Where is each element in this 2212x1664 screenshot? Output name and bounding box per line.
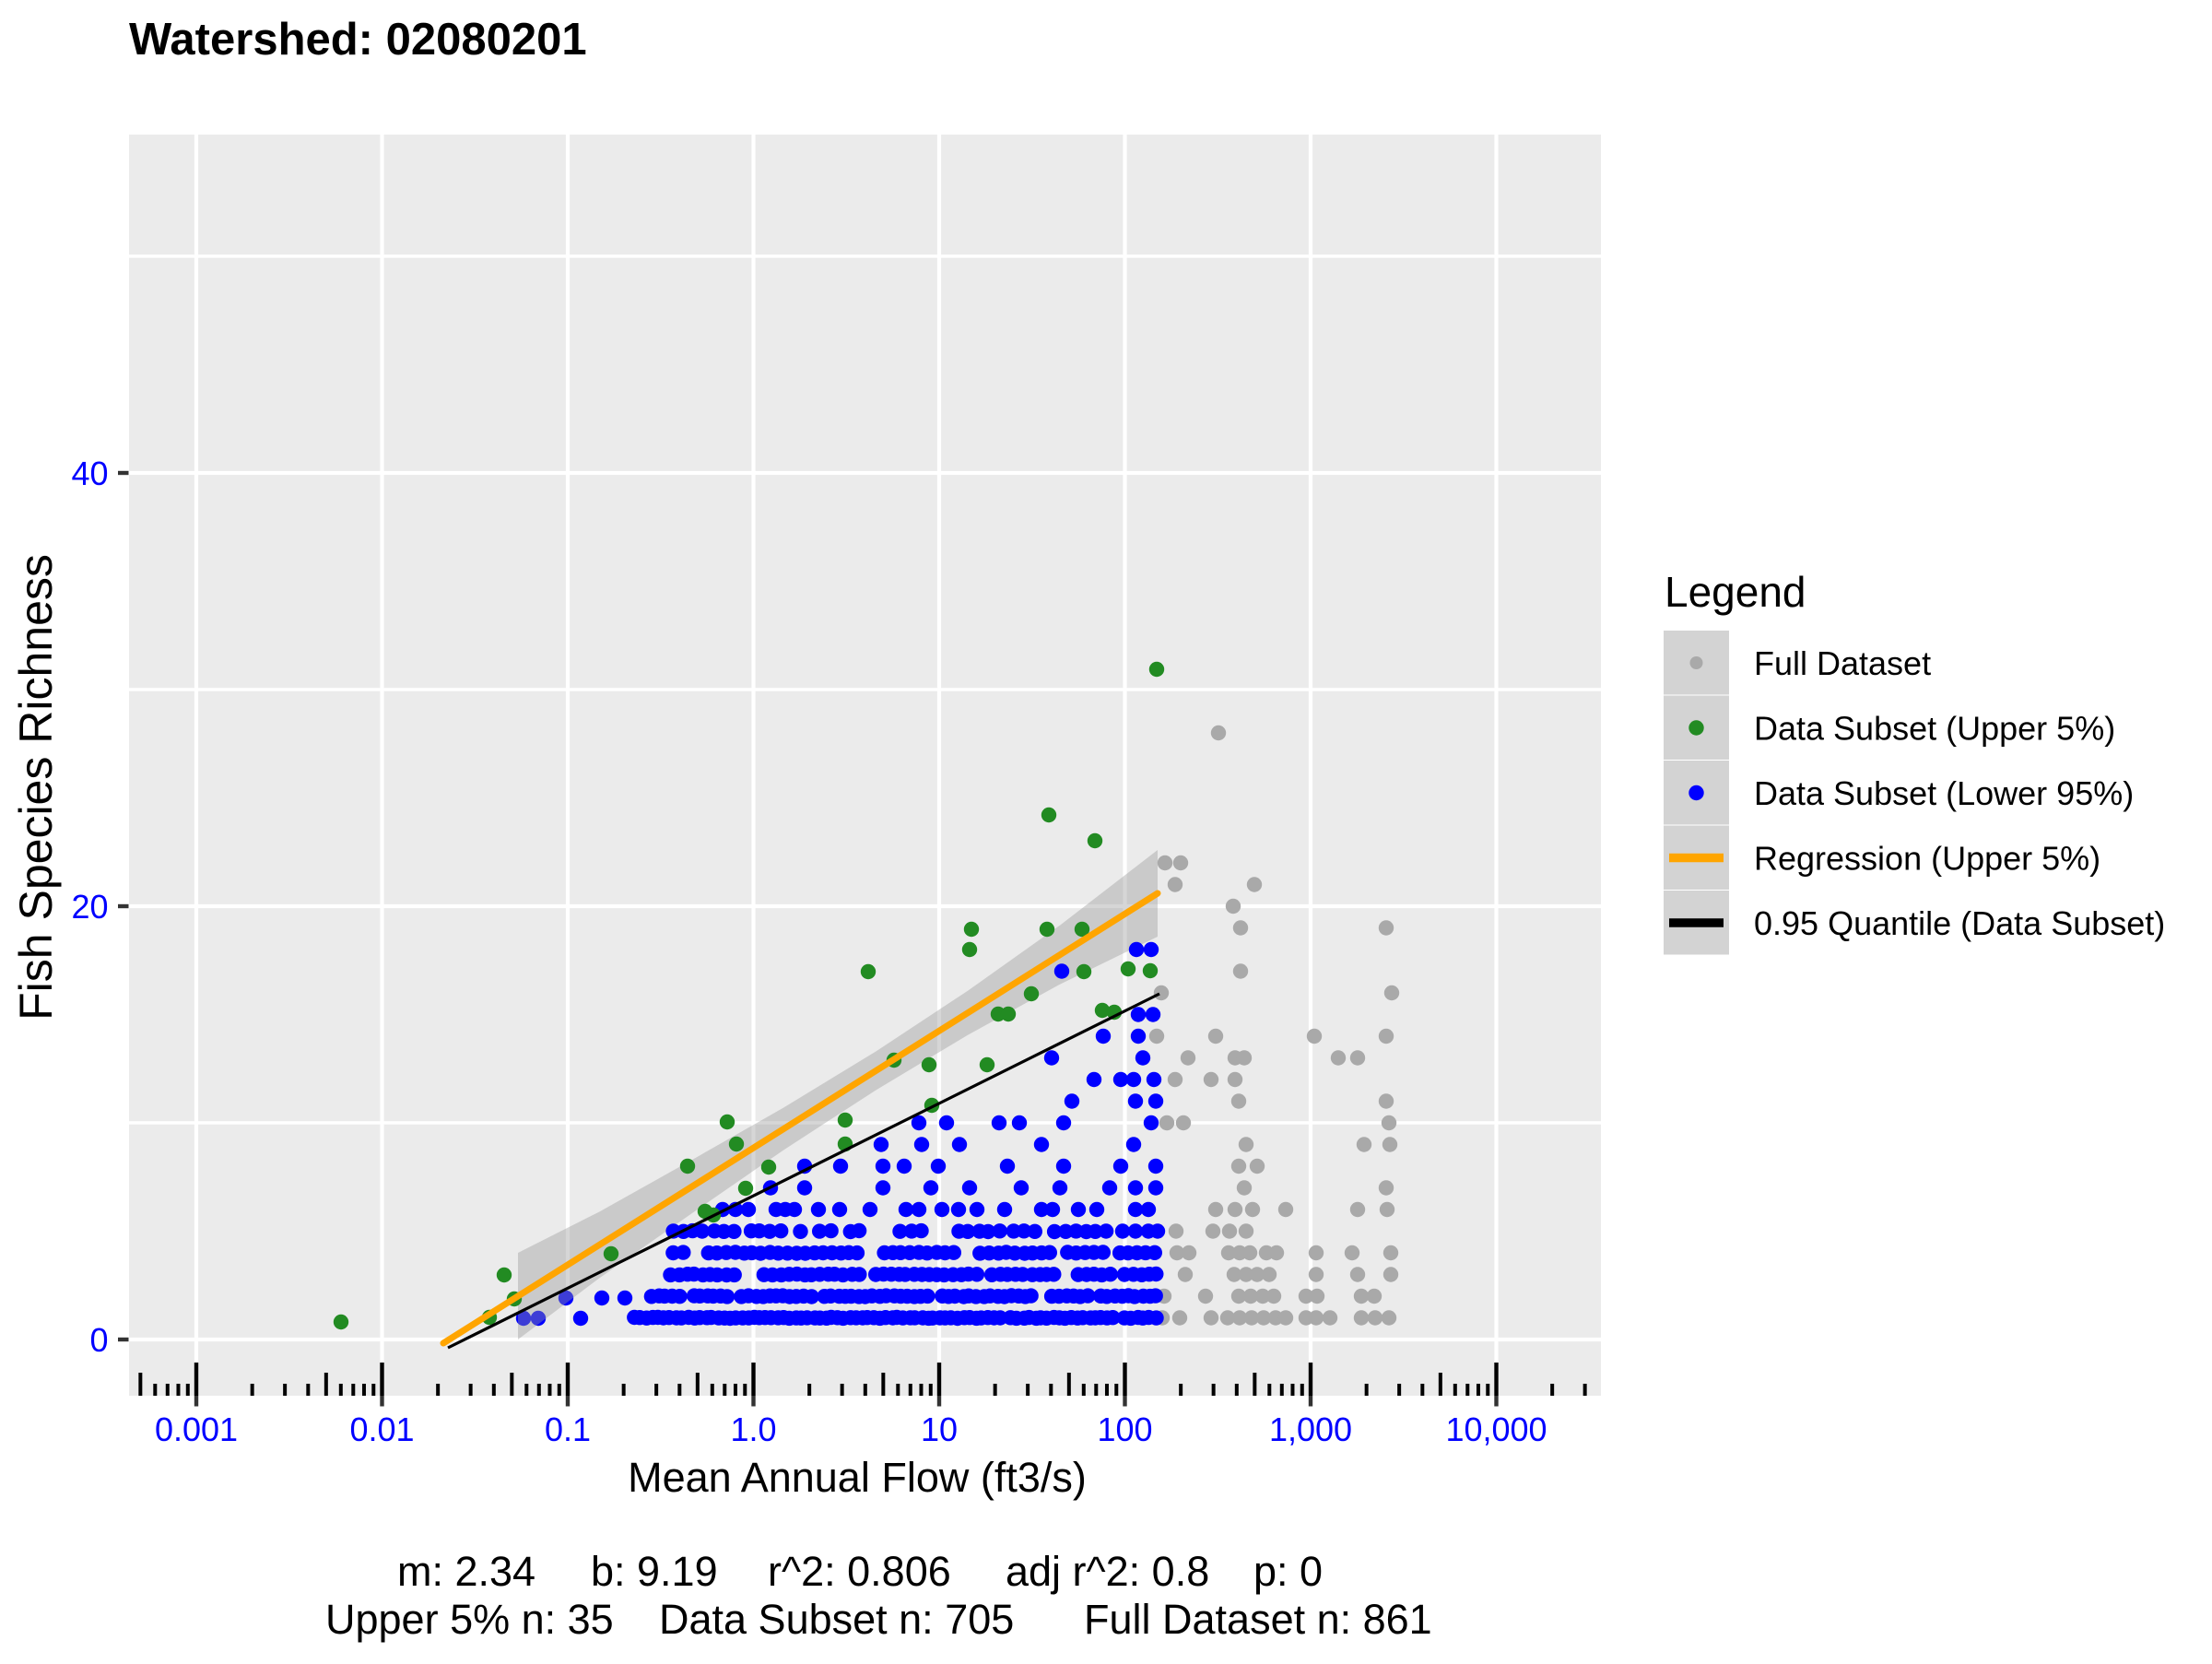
svg-text:0.1: 0.1 bbox=[545, 1410, 591, 1448]
svg-text:0.95 Quantile (Data Subset): 0.95 Quantile (Data Subset) bbox=[1754, 904, 2165, 942]
svg-text:Regression (Upper 5%): Regression (Upper 5%) bbox=[1754, 840, 2100, 878]
svg-text:b: 9.19: b: 9.19 bbox=[591, 1548, 718, 1595]
svg-text:Full Dataset n: 861: Full Dataset n: 861 bbox=[1084, 1596, 1432, 1643]
svg-text:10,000: 10,000 bbox=[1445, 1410, 1547, 1448]
svg-text:Upper 5% n: 35: Upper 5% n: 35 bbox=[325, 1596, 614, 1643]
svg-text:Mean Annual Flow (ft3/s): Mean Annual Flow (ft3/s) bbox=[628, 1454, 1087, 1501]
svg-text:1.0: 1.0 bbox=[730, 1410, 776, 1448]
svg-text:10: 10 bbox=[921, 1410, 958, 1448]
svg-text:Fish Species Richness: Fish Species Richness bbox=[10, 554, 62, 1021]
svg-text:Legend: Legend bbox=[1665, 568, 1806, 616]
svg-text:Data Subset (Lower 95%): Data Subset (Lower 95%) bbox=[1754, 774, 2134, 812]
svg-text:Data Subset n: 705: Data Subset n: 705 bbox=[659, 1596, 1014, 1643]
svg-text:r^2: 0.806: r^2: 0.806 bbox=[768, 1548, 951, 1595]
svg-text:Full Dataset: Full Dataset bbox=[1754, 644, 1931, 682]
svg-text:0: 0 bbox=[89, 1321, 108, 1359]
svg-text:20: 20 bbox=[71, 888, 108, 926]
svg-text:adj r^2: 0.8: adj r^2: 0.8 bbox=[1006, 1548, 1209, 1595]
svg-text:Watershed: 02080201: Watershed: 02080201 bbox=[129, 15, 587, 65]
svg-text:0.001: 0.001 bbox=[155, 1410, 238, 1448]
svg-text:100: 100 bbox=[1097, 1410, 1152, 1448]
svg-text:0.01: 0.01 bbox=[349, 1410, 414, 1448]
svg-text:m: 2.34: m: 2.34 bbox=[397, 1548, 535, 1595]
svg-text:p: 0: p: 0 bbox=[1253, 1548, 1323, 1595]
svg-text:Data Subset (Upper 5%): Data Subset (Upper 5%) bbox=[1754, 710, 2115, 748]
svg-text:1,000: 1,000 bbox=[1269, 1410, 1352, 1448]
svg-text:40: 40 bbox=[71, 454, 108, 492]
